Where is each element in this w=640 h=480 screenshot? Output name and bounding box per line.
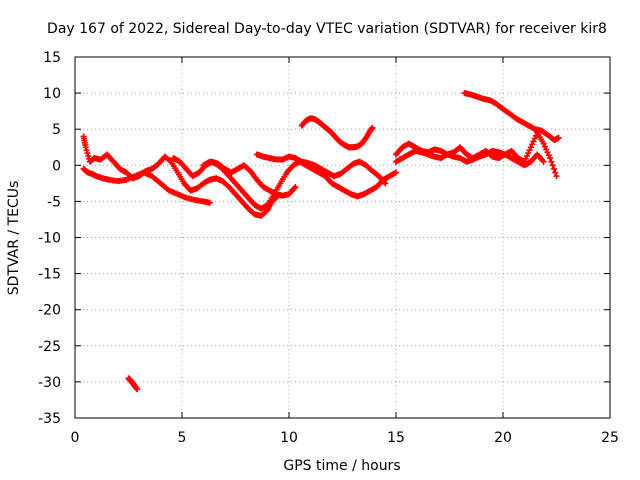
data-point	[369, 124, 376, 131]
y-tick-label: -10	[38, 231, 61, 247]
data-point	[547, 155, 554, 162]
data-point	[83, 147, 90, 154]
series-trace-b	[80, 133, 280, 219]
data-point	[548, 158, 555, 165]
gridlines	[75, 57, 610, 418]
x-tick-label: 15	[387, 430, 405, 446]
data-point	[553, 173, 560, 180]
axis-ticks: 0 5 10 15 20 25 -35 -30 -25 -20 -15 -10 -5 0 5 10 15	[38, 50, 619, 446]
y-tick-label: -25	[38, 339, 61, 355]
data-point	[82, 144, 89, 151]
series-trace-f	[298, 115, 376, 151]
data-point	[292, 183, 299, 190]
x-tick-label: 20	[494, 430, 512, 446]
y-tick-label: 15	[43, 50, 61, 66]
data-point	[540, 158, 547, 165]
data-point	[84, 150, 91, 157]
series-trace-h	[461, 90, 562, 144]
chart-title: Day 167 of 2022, Sidereal Day-to-day VTE…	[47, 21, 607, 37]
data-point	[555, 134, 562, 141]
y-tick-label: 5	[52, 122, 61, 138]
data-point	[552, 169, 559, 176]
y-tick-label: -30	[38, 375, 61, 391]
series-trace-e	[253, 151, 389, 187]
y-tick-label: -5	[47, 194, 61, 210]
y-tick-label: 0	[52, 158, 61, 174]
series-trace-c	[170, 155, 299, 199]
series-trace-a	[80, 165, 213, 206]
x-tick-label: 5	[178, 430, 187, 446]
data-point	[549, 162, 556, 169]
series-trace-j	[125, 375, 141, 393]
data-point	[134, 386, 141, 393]
data-point	[85, 152, 92, 159]
x-tick-label: 25	[601, 430, 619, 446]
data-points	[80, 90, 562, 393]
y-axis-label: SDTVAR / TECUs	[6, 181, 22, 296]
x-tick-label: 10	[280, 430, 298, 446]
data-point	[382, 180, 389, 187]
x-axis-label: GPS time / hours	[283, 458, 400, 474]
y-tick-label: -35	[38, 411, 61, 427]
y-tick-label: -15	[38, 267, 61, 283]
y-tick-label: 10	[43, 86, 61, 102]
data-point	[550, 165, 557, 172]
data-point	[393, 169, 399, 176]
y-tick-label: -20	[38, 303, 61, 319]
x-tick-label: 0	[71, 430, 80, 446]
data-point	[206, 199, 213, 206]
series-trace-i	[393, 147, 547, 169]
